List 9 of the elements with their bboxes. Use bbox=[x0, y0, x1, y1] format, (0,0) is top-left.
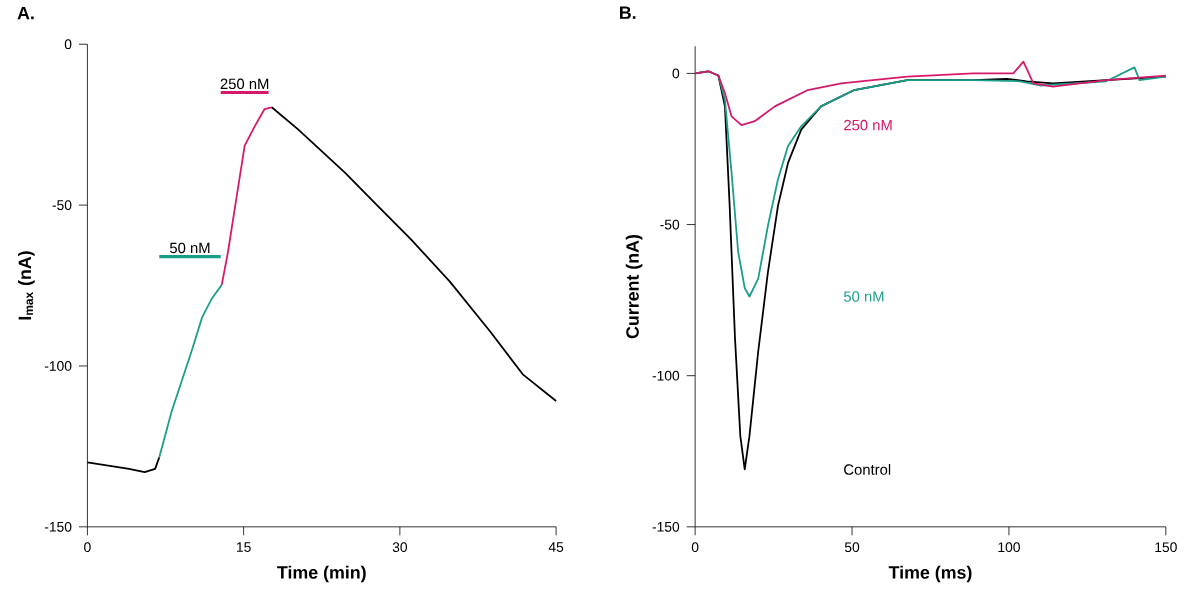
y-axis-title: I$_{max}$ (nA) bbox=[18, 251, 35, 320]
x-axis-title: Time (ms) bbox=[888, 565, 972, 583]
chart-title: B. bbox=[620, 6, 636, 19]
line-series bbox=[220, 106, 273, 286]
line-series bbox=[158, 283, 223, 459]
line-series bbox=[270, 106, 557, 402]
x-axis-title: Time (min) bbox=[277, 565, 366, 583]
y-axis-title: Current (nA) bbox=[625, 234, 643, 339]
chart-title: A. bbox=[17, 6, 34, 20]
